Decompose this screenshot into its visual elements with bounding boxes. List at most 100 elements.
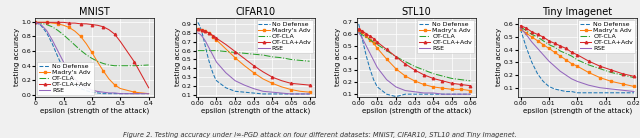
Madry's Adv <box>306 91 314 93</box>
No Defense <box>374 86 381 88</box>
Madry's Adv <box>204 31 211 33</box>
No Defense <box>562 91 570 92</box>
OT-CLA <box>528 34 536 35</box>
No Defense <box>105 93 113 95</box>
RSE <box>241 84 248 86</box>
No Defense <box>383 93 390 95</box>
No Defense <box>231 91 239 92</box>
Line: No Defense: No Defense <box>198 22 310 94</box>
Madry's Adv <box>411 80 419 82</box>
Madry's Adv <box>585 72 593 73</box>
OT-CLA <box>370 41 378 43</box>
OT-CLA <box>83 54 90 55</box>
OT-CLA+Adv <box>209 35 216 36</box>
No Defense <box>209 72 216 74</box>
No Defense <box>550 88 558 90</box>
RSE <box>231 80 239 82</box>
Line: Madry's Adv: Madry's Adv <box>196 28 311 93</box>
No Defense <box>194 22 202 23</box>
RSE <box>250 88 257 89</box>
Madry's Adv <box>31 22 39 23</box>
OT-CLA <box>562 53 570 54</box>
RSE <box>585 84 593 86</box>
OT-CLA+Adv <box>200 30 207 31</box>
Madry's Adv <box>196 29 204 30</box>
OT-CLA <box>457 79 465 80</box>
RSE <box>211 58 218 59</box>
Madry's Adv <box>145 93 152 95</box>
RSE <box>200 37 207 39</box>
No Defense <box>306 93 314 95</box>
No Defense <box>131 93 138 95</box>
No Defense <box>296 93 304 95</box>
Madry's Adv <box>429 86 437 88</box>
OT-CLA+Adv <box>145 87 152 89</box>
Madry's Adv <box>401 75 409 77</box>
OT-CLA <box>54 30 61 31</box>
Madry's Adv <box>259 78 267 80</box>
RSE <box>65 71 73 72</box>
X-axis label: epsilon (strength of the attack): epsilon (strength of the attack) <box>362 107 471 114</box>
RSE <box>355 32 362 33</box>
OT-CLA+Adv <box>401 63 409 65</box>
OT-CLA+Adv <box>131 61 138 63</box>
Madry's Adv <box>99 70 107 72</box>
No Defense <box>355 23 362 25</box>
Line: RSE: RSE <box>520 28 634 91</box>
OT-CLA+Adv <box>534 34 541 35</box>
Madry's Adv <box>131 91 138 93</box>
RSE <box>420 92 428 94</box>
OT-CLA <box>545 44 553 45</box>
Line: OT-CLA+Adv: OT-CLA+Adv <box>519 24 636 78</box>
OT-CLA <box>43 24 51 25</box>
No Defense <box>278 93 285 95</box>
OT-CLA+Adv <box>105 29 113 30</box>
OT-CLA <box>205 50 213 51</box>
No Defense <box>467 93 474 95</box>
OT-CLA <box>358 34 366 36</box>
Madry's Adv <box>545 48 553 49</box>
No Defense <box>222 87 230 89</box>
Madry's Adv <box>596 77 604 78</box>
OT-CLA+Adv <box>556 45 564 47</box>
Madry's Adv <box>607 81 615 82</box>
RSE <box>429 92 437 94</box>
OT-CLA <box>222 51 230 52</box>
No Defense <box>37 24 45 26</box>
No Defense <box>205 60 213 62</box>
No Defense <box>370 79 378 80</box>
Title: MNIST: MNIST <box>79 7 110 17</box>
Madry's Adv <box>467 90 474 91</box>
OT-CLA <box>88 58 96 59</box>
OT-CLA <box>516 26 524 28</box>
OT-CLA <box>287 59 295 60</box>
Madry's Adv <box>392 68 400 70</box>
Madry's Adv <box>619 83 627 85</box>
Madry's Adv <box>105 78 113 80</box>
OT-CLA <box>99 63 107 64</box>
X-axis label: epsilon (strength of the attack): epsilon (strength of the attack) <box>40 107 149 114</box>
Madry's Adv <box>355 29 362 31</box>
Madry's Adv <box>287 89 295 90</box>
OT-CLA <box>131 65 138 67</box>
Madry's Adv <box>77 35 84 37</box>
Legend: No Defense, Madry's Adv, OT-CLA, OT-CLA+Adv, RSE: No Defense, Madry's Adv, OT-CLA, OT-CLA+… <box>578 20 635 53</box>
RSE <box>534 48 541 49</box>
OT-CLA+Adv <box>573 54 581 56</box>
OT-CLA+Adv <box>37 22 45 23</box>
OT-CLA+Adv <box>278 80 285 82</box>
OT-CLA <box>392 56 400 58</box>
Madry's Adv <box>212 39 220 41</box>
OT-CLA <box>60 34 67 36</box>
OT-CLA+Adv <box>306 84 314 86</box>
No Defense <box>269 93 276 95</box>
RSE <box>568 78 575 80</box>
Title: CIFAR10: CIFAR10 <box>236 7 276 17</box>
OT-CLA+Adv <box>77 23 84 25</box>
No Defense <box>211 76 218 78</box>
OT-CLA+Adv <box>467 85 474 87</box>
OT-CLA+Adv <box>31 22 39 23</box>
Madry's Adv <box>116 88 124 89</box>
Line: No Defense: No Defense <box>35 22 148 94</box>
Madry's Adv <box>231 57 239 59</box>
